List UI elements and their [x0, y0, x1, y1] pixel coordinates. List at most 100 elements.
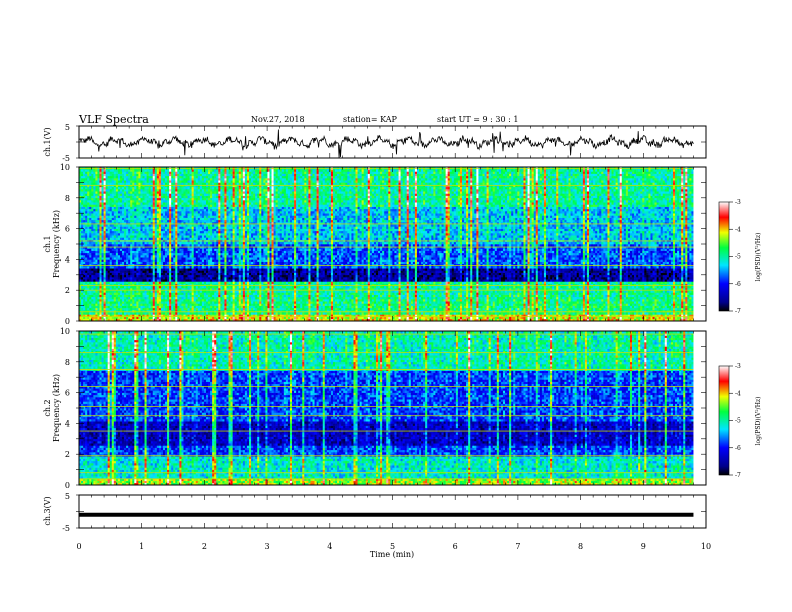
spectrogram-cell [318, 296, 321, 300]
spectrogram-cell [83, 307, 86, 311]
spectrogram-cell [400, 288, 403, 291]
spectrogram-cell [636, 312, 639, 315]
spectrogram-cell [613, 307, 616, 311]
spectrogram-cell [156, 290, 160, 293]
spectrogram-cell [279, 312, 283, 315]
spectrogram-cell [416, 288, 420, 291]
spectrogram-cell [533, 290, 537, 293]
spectrogram-cell [337, 305, 340, 309]
spectrogram-cell [656, 318, 659, 321]
spectrogram-cell [398, 299, 401, 302]
spectrogram-cell [455, 318, 459, 321]
spectrogram-cell [251, 294, 254, 298]
spectrogram-cell [79, 294, 82, 298]
spectrogram-cell [599, 288, 602, 291]
spectrogram-cell [402, 314, 405, 317]
spectrogram-cell [365, 296, 369, 300]
spectrogram-cell [326, 303, 330, 306]
spectrogram-cell [349, 294, 352, 298]
spectrogram-cell [632, 288, 635, 291]
spectrogram-cell [195, 294, 199, 298]
spectrogram-cell [629, 303, 633, 306]
spectrogram-cell [130, 288, 133, 291]
spectrogram-cell [224, 305, 227, 309]
spectrogram-cell [474, 294, 477, 298]
spectrogram-cell [478, 305, 481, 309]
spectrogram-cell [259, 312, 262, 315]
spectrogram-cell [195, 303, 199, 306]
spectrogram-cell [138, 312, 141, 315]
spectrogram-cell [427, 307, 430, 311]
spectrogram-cell [109, 290, 113, 293]
spectrogram-cell [79, 292, 82, 295]
spectrogram-cell [93, 285, 96, 289]
spectrogram-cell [279, 314, 283, 317]
spectrogram-cell [148, 299, 151, 302]
spectrogram-cell [267, 294, 270, 298]
spectrogram-cell [636, 296, 639, 300]
spectrogram-cell [300, 303, 303, 306]
spectrogram-cell [238, 296, 242, 300]
spectrogram-cell [177, 292, 180, 295]
spectrogram-cell [124, 318, 127, 321]
spectrogram-cell [554, 305, 557, 309]
spectrogram-cell [324, 290, 328, 293]
spectrogram-cell [197, 318, 201, 321]
spectrogram-cell [279, 290, 283, 293]
spectrogram-cell [287, 296, 291, 300]
spectrogram-cell [128, 301, 131, 304]
spectrogram-cell [132, 312, 135, 315]
spectrogram-cell [238, 314, 242, 317]
spectrogram-cell [265, 305, 268, 309]
spectrogram-cell [193, 316, 197, 320]
spectrogram-cell [521, 292, 524, 295]
spectrogram-cell [672, 310, 676, 313]
spectrogram-cell [603, 318, 606, 321]
spectrogram-cell [560, 312, 563, 315]
spectrogram-cell [298, 312, 301, 315]
spectrogram-cell [685, 303, 688, 306]
spectrogram-cell [566, 318, 569, 321]
spectrogram-cell [81, 290, 84, 293]
spectrogram-cell [509, 296, 512, 300]
spectrogram-cell [363, 303, 367, 306]
spectrogram-cell [222, 288, 225, 291]
spectrogram-cell [584, 292, 588, 295]
spectrogram-cell [593, 292, 596, 295]
spectrogram-cell [548, 296, 551, 300]
spectrogram-cell [535, 294, 539, 298]
spectrogram-cell [664, 285, 668, 289]
spectrogram-cell [175, 299, 178, 302]
spectrogram-cell [197, 316, 201, 320]
spectrogram-cell [523, 310, 526, 313]
spectrogram-cell [589, 301, 592, 304]
spectrogram-cell [136, 307, 139, 311]
spectrogram-cell [439, 292, 442, 295]
spectrogram-cell [214, 303, 217, 306]
spectrogram-cell [548, 285, 551, 289]
spectrogram-cell [124, 299, 127, 302]
spectrogram-cell [359, 314, 362, 317]
spectrogram-cell [122, 301, 125, 304]
spectrogram-cell [322, 290, 326, 293]
spectrogram-cell [621, 299, 625, 302]
spectrogram-cell [320, 294, 324, 298]
spectrogram-cell [595, 292, 598, 295]
spectrogram-cell [525, 294, 528, 298]
spectrogram-cell [556, 316, 559, 320]
spectrogram-cell [578, 310, 582, 313]
spectrogram-cell [556, 294, 559, 298]
spectrogram-cell [222, 316, 225, 320]
spectrogram-cell [670, 290, 674, 293]
spectrogram-cell [519, 305, 522, 309]
spectrogram-cell [414, 301, 418, 304]
spectrogram-cell [459, 299, 463, 302]
spectrogram-cell [158, 292, 162, 295]
spectrogram-cell [634, 301, 637, 304]
spectrogram-cell [228, 314, 231, 317]
spectrogram-cell [638, 294, 641, 298]
spectrogram-cell [482, 296, 485, 300]
spectrogram-cell [568, 299, 571, 302]
spectrogram-cell [521, 303, 524, 306]
spectrogram-cell [388, 305, 391, 309]
